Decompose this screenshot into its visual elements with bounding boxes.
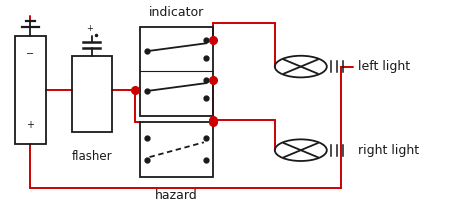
Text: indicator: indicator — [149, 6, 204, 19]
Bar — [15, 36, 46, 144]
Text: hazard: hazard — [155, 188, 198, 202]
Text: left light: left light — [357, 60, 410, 73]
Bar — [140, 27, 213, 116]
Text: right light: right light — [357, 144, 419, 157]
Bar — [140, 122, 213, 177]
Text: +: + — [86, 24, 93, 33]
Text: +: + — [26, 120, 34, 130]
Text: −: − — [26, 49, 34, 59]
Bar — [72, 56, 112, 132]
Text: flasher: flasher — [72, 150, 112, 163]
